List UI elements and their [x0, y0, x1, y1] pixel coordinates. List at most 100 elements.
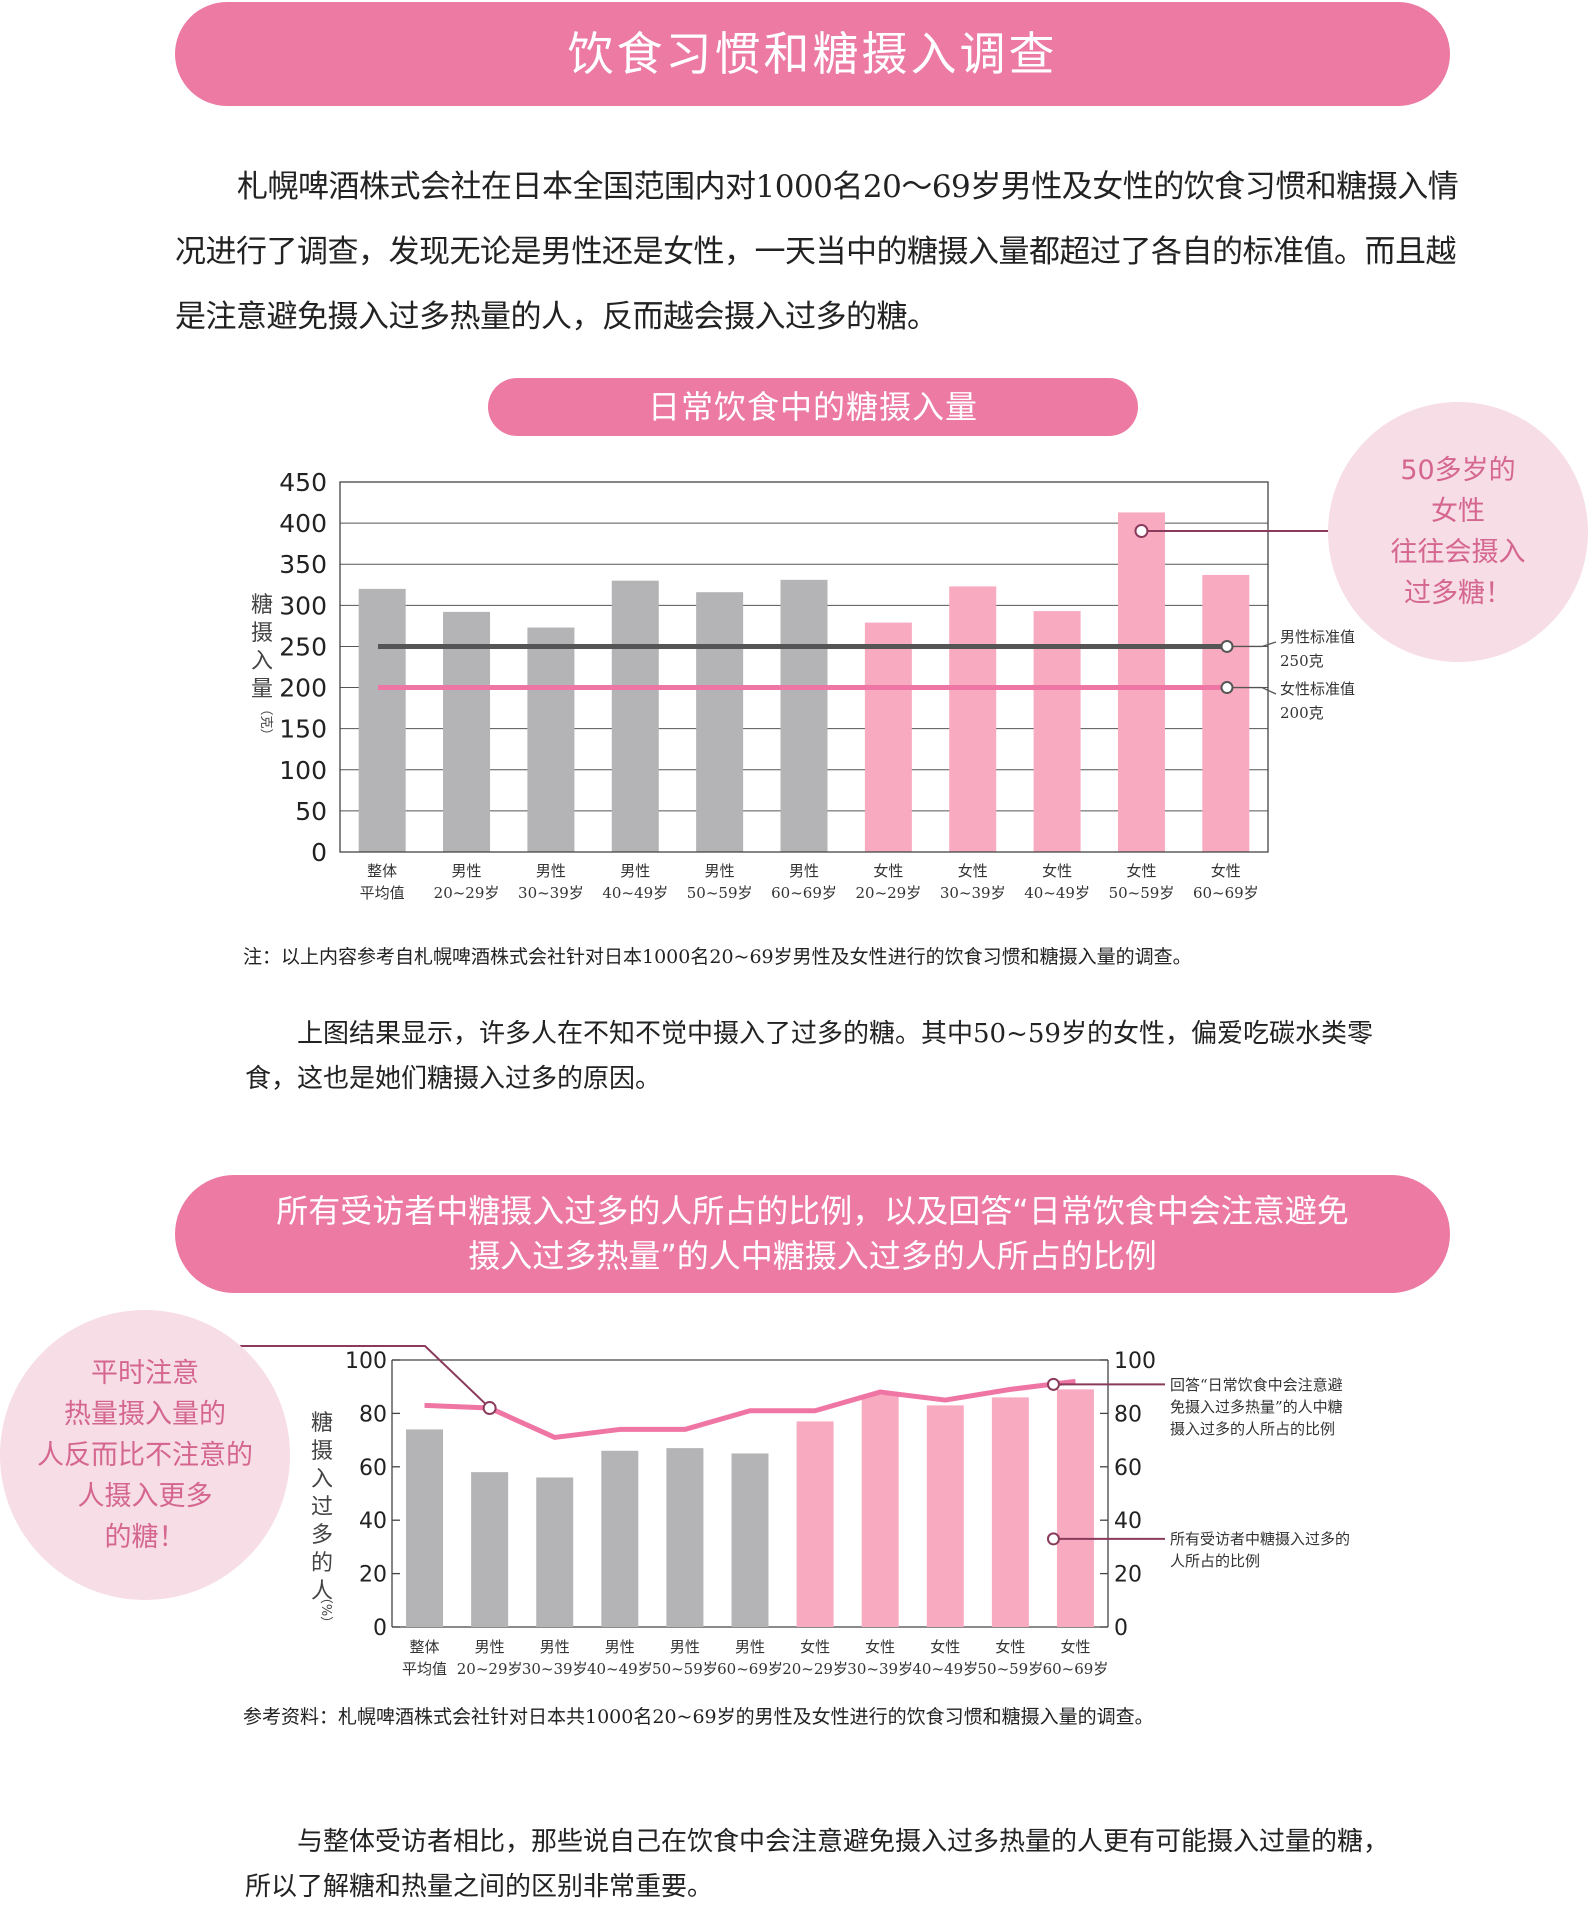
bar-legend-label: 所有受访者中糖摄入过多的	[1170, 1530, 1350, 1548]
y-axis-label: 过	[311, 1495, 333, 1520]
reference-label: 250克	[1280, 652, 1324, 670]
x-tick-label: 40~49岁	[1024, 884, 1090, 902]
x-tick-label: 女性	[995, 1638, 1025, 1656]
bar	[780, 579, 828, 852]
y-tick-label-right: 100	[1114, 1349, 1156, 1374]
bar	[1033, 611, 1081, 852]
x-tick-label: 女性	[1211, 862, 1241, 880]
bubble2-line: 平时注意	[91, 1357, 199, 1389]
y-tick-label-right: 20	[1114, 1563, 1142, 1588]
bar	[666, 1448, 704, 1627]
chart2-title-banner: 所有受访者中糖摄入过多的人所占的比例，以及回答“日常饮食中会注意避免 摄入过多热…	[175, 1175, 1450, 1293]
bar	[443, 611, 491, 852]
y-tick-label-left: 0	[373, 1616, 387, 1641]
y-tick-label-right: 0	[1114, 1616, 1128, 1641]
x-tick-label: 40~49岁	[587, 1660, 653, 1678]
y-tick-label: 150	[279, 715, 327, 744]
x-tick-label: 50~59岁	[687, 884, 753, 902]
y-axis-label: 摄	[251, 621, 273, 646]
y-axis-label: 多	[311, 1523, 333, 1548]
bar	[949, 586, 997, 852]
y-tick-label: 100	[279, 756, 327, 785]
chart2-summary-paragraph: 与整体受访者相比，那些说自己在饮食中会注意避免摄入过多热量的人更有可能摄入过量的…	[245, 1827, 1390, 1902]
bubble2-line: 人反而比不注意的	[37, 1439, 253, 1471]
reference-leader	[1232, 686, 1277, 695]
y-tick-label-left: 60	[359, 1456, 387, 1481]
y-tick-label-left: 20	[359, 1563, 387, 1588]
bubble1-line: 往往会摄入	[1390, 537, 1526, 568]
bar-legend-marker	[1046, 1532, 1060, 1546]
y-tick-label: 200	[279, 674, 327, 703]
bar	[926, 1405, 964, 1627]
x-tick-label: 女性	[873, 862, 903, 880]
page-title: 饮食习惯和糖摄入调查	[175, 2, 1450, 106]
x-tick-label: 30~39岁	[518, 884, 584, 902]
bar	[406, 1429, 444, 1627]
y-axis-unit: （克）	[258, 702, 273, 741]
y-axis-label: 糖	[311, 1411, 333, 1436]
bar	[861, 1394, 899, 1627]
callout-line	[240, 1345, 487, 1405]
reference-leader	[1232, 641, 1277, 648]
bar	[864, 622, 912, 852]
chart2-footnote: 参考资料：札幌啤酒株式会社针对日本共1000名20~69岁的男性及女性进行的饮食…	[243, 1706, 1154, 1728]
callout-bubble-women-50s: 50多岁的 女性 往往会摄入 过多糖！	[1328, 402, 1588, 662]
bubble2-line: 的糖！	[104, 1521, 186, 1553]
x-tick-label: 平均值	[402, 1660, 447, 1678]
x-tick-label: 60~69岁	[771, 884, 837, 902]
bar	[731, 1453, 769, 1627]
intro-paragraph: 札幌啤酒株式会社在日本全国范围内对1000名20～69岁男性及女性的饮食习惯和糖…	[175, 169, 1459, 335]
x-tick-label: 男性	[789, 862, 819, 880]
y-tick-label-right: 60	[1114, 1456, 1142, 1481]
y-tick-label: 300	[279, 591, 327, 620]
calorie-conscious-line	[424, 1378, 1076, 1440]
x-tick-label: 20~29岁	[434, 884, 500, 902]
chart1-summary-paragraph: 上图结果显示，许多人在不知不觉中摄入了过多的糖。其中50~59岁的女性，偏爱吃碳…	[245, 1019, 1373, 1094]
bar-legend-label: 人所占的比例	[1170, 1552, 1260, 1570]
x-tick-label: 40~49岁	[602, 884, 668, 902]
bar	[601, 1450, 639, 1627]
x-tick-label: 男性	[540, 1638, 570, 1656]
x-tick-label: 整体	[367, 862, 397, 880]
x-tick-label: 整体	[410, 1638, 440, 1656]
y-axis-label: 量	[251, 677, 273, 702]
x-tick-label: 20~29岁	[457, 1660, 523, 1678]
reference-label: 男性标准值	[1280, 628, 1355, 646]
bar	[358, 588, 406, 852]
bubble2-line: 人摄入更多	[77, 1480, 213, 1512]
x-tick-label: 30~39岁	[522, 1660, 588, 1678]
y-axis-label: 摄	[311, 1439, 333, 1464]
x-tick-label: 50~59岁	[977, 1660, 1043, 1678]
bubble1-line: 过多糖！	[1404, 578, 1512, 609]
y-axis-label: 人	[311, 1579, 333, 1604]
callout-bubble-calorie-conscious: 平时注意 热量摄入量的 人反而比不注意的 人摄入更多 的糖！	[0, 1310, 290, 1600]
chart2-title-line: 摄入过多热量”的人中糖摄入过多的人所占的比例	[468, 1237, 1157, 1275]
excess-sugar-ratio-chart: 0 0 20 20 40 40 60 60 80 80 100 100 回答“日常饮食中会注意避免摄入过…	[240, 1345, 1350, 1678]
y-axis-label: 的	[311, 1551, 333, 1576]
callout-marker	[482, 1401, 497, 1416]
chart2-title-line: 所有受访者中糖摄入过多的人所占的比例，以及回答“日常饮食中会注意避免	[276, 1192, 1349, 1230]
x-tick-label: 男性	[536, 862, 566, 880]
x-tick-label: 20~29岁	[855, 884, 921, 902]
bar	[527, 627, 575, 852]
line-legend-label: 回答“日常饮食中会注意避	[1170, 1376, 1343, 1394]
bar	[991, 1397, 1029, 1627]
y-tick-label-left: 40	[359, 1509, 387, 1534]
x-tick-label: 男性	[670, 1638, 700, 1656]
y-tick-label: 50	[295, 797, 327, 826]
x-tick-label: 平均值	[360, 884, 405, 902]
x-tick-label: 男性	[475, 1638, 505, 1656]
y-tick-label: 350	[279, 550, 327, 579]
x-tick-label: 女性	[930, 1638, 960, 1656]
y-tick-label-left: 100	[345, 1349, 387, 1374]
x-tick-label: 女性	[865, 1638, 895, 1656]
line-legend-label: 免摄入过多热量”的人中糖	[1170, 1398, 1343, 1416]
y-axis-label: 糖	[251, 593, 273, 618]
bar	[696, 592, 744, 852]
x-tick-label: 女性	[1060, 1638, 1090, 1656]
reference-label: 女性标准值	[1280, 680, 1355, 698]
callout-marker	[1134, 524, 1149, 538]
x-tick-label: 50~59岁	[1109, 884, 1175, 902]
line-legend-marker	[1046, 1377, 1060, 1391]
